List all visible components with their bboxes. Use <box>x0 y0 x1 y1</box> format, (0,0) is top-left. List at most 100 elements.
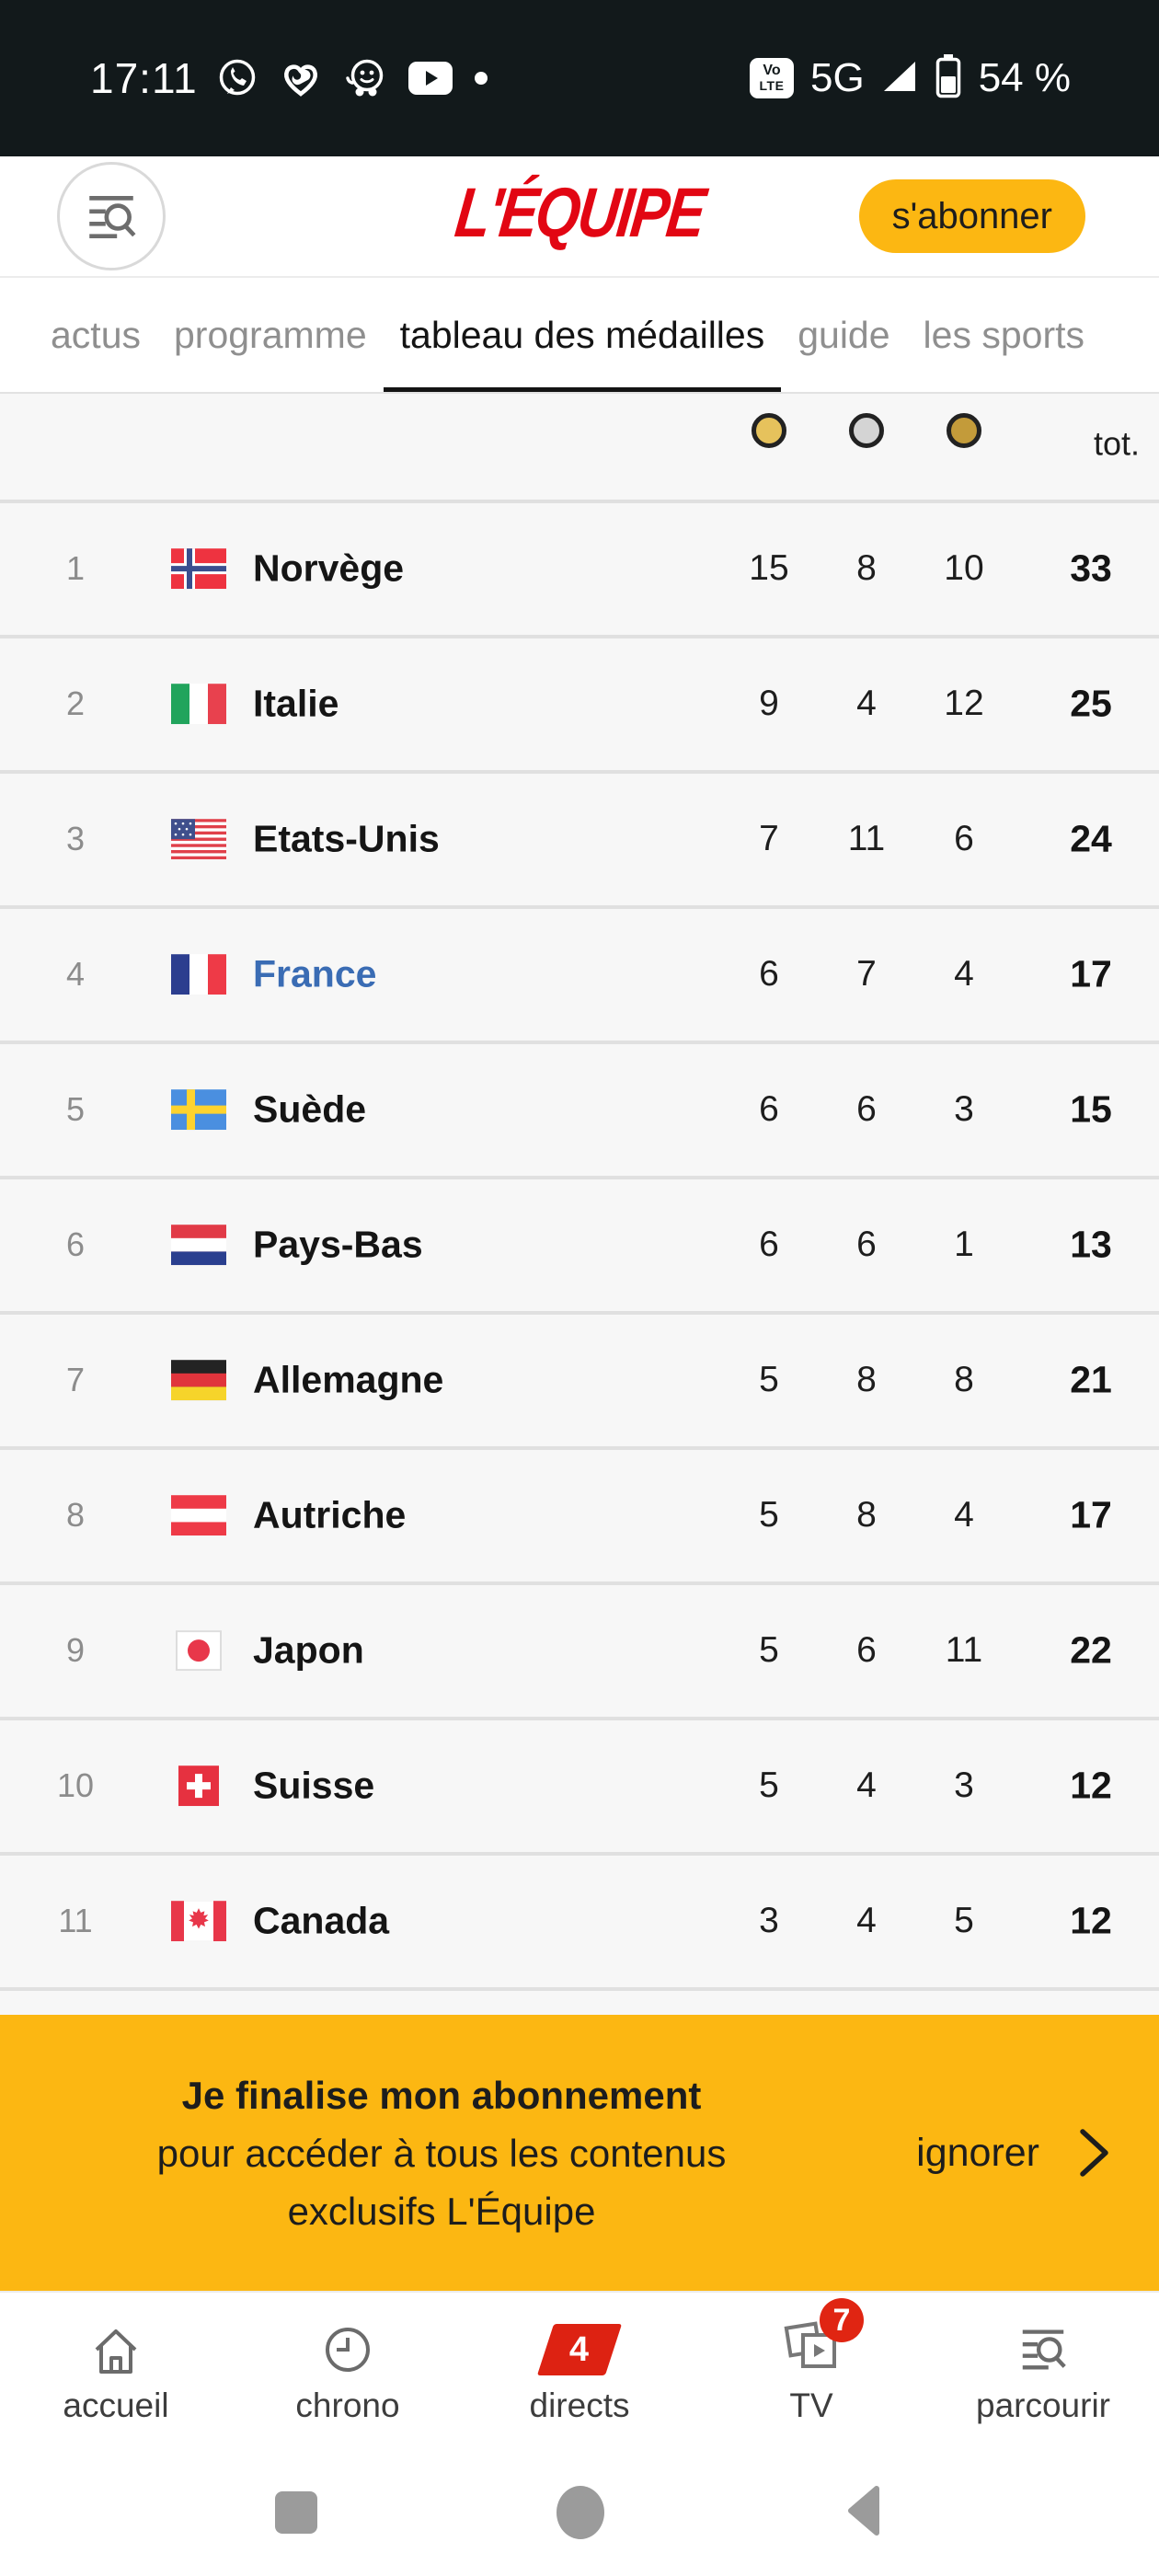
bronze-count: 12 <box>944 683 984 723</box>
bronze-count: 4 <box>954 953 974 994</box>
silver-count: 6 <box>856 1088 877 1129</box>
bronze-count: 6 <box>954 818 974 858</box>
subscription-banner[interactable]: Je finalise mon abonnement pour accéder … <box>0 2015 1159 2291</box>
austria-flag-icon <box>171 1494 226 1535</box>
silver-count: 7 <box>856 953 877 994</box>
recents-button[interactable] <box>275 2491 317 2534</box>
battery-percent: 54 % <box>978 55 1071 100</box>
notification-icons <box>216 56 488 100</box>
rank-value: 8 <box>65 1495 86 1534</box>
nav-item-parcourir[interactable]: parcourir <box>927 2293 1159 2449</box>
chevron-right-icon <box>1080 2129 1108 2177</box>
android-navigation-bar <box>0 2449 1159 2576</box>
country-name: France <box>253 952 377 995</box>
country-name: Etats-Unis <box>253 817 440 860</box>
country-name: Canada <box>253 1899 390 1942</box>
app-header: L'ÉQUIPE s'abonner <box>0 156 1159 276</box>
table-row-sweden[interactable]: 5 Suède 6 6 3 15 <box>0 1044 1159 1179</box>
tab-programme[interactable]: programme <box>174 313 367 356</box>
nav-item-directs[interactable]: 4 directs <box>464 2293 695 2449</box>
netherlands-flag-icon <box>171 1224 226 1265</box>
silver-count: 8 <box>856 547 877 588</box>
back-button[interactable] <box>843 2485 884 2541</box>
total-count: 25 <box>1070 682 1112 725</box>
total-count: 17 <box>1070 952 1112 995</box>
gold-count: 15 <box>749 547 789 588</box>
waze-icon <box>343 56 387 100</box>
table-row-netherlands[interactable]: 6 Pays-Bas 6 6 1 13 <box>0 1179 1159 1315</box>
silver-count: 11 <box>847 818 886 858</box>
country-name: Allemagne <box>253 1358 444 1401</box>
silver-count: 4 <box>856 1765 877 1805</box>
rank-value: 9 <box>65 1630 86 1669</box>
subscribe-button[interactable]: s'abonner <box>858 179 1085 253</box>
table-row-france[interactable]: 4 France 6 7 4 17 <box>0 909 1159 1044</box>
gold-count: 5 <box>759 1629 779 1670</box>
banner-subtitle-line1: pour accéder à tous les contenus <box>156 2131 727 2175</box>
home-button[interactable] <box>557 2486 604 2539</box>
table-row-norway[interactable]: 1 Norvège 15 8 10 33 <box>0 503 1159 638</box>
ignore-button[interactable]: ignorer <box>916 2130 1039 2175</box>
browse-search-button[interactable] <box>57 162 166 270</box>
volte-icon: Vo LTE <box>750 58 794 98</box>
gold-count: 5 <box>759 1765 779 1805</box>
gold-medal-icon <box>752 413 786 448</box>
norway-flag-icon <box>171 547 226 589</box>
table-row-japan[interactable]: 9 Japon 5 6 11 22 <box>0 1585 1159 1720</box>
tab-actus[interactable]: actus <box>51 313 141 356</box>
tab-les-sports[interactable]: les sports <box>923 313 1084 356</box>
lequipe-logo: L'ÉQUIPE <box>451 174 708 253</box>
total-count: 13 <box>1070 1223 1112 1266</box>
total-count: 21 <box>1070 1358 1112 1401</box>
country-name: Suède <box>253 1087 367 1131</box>
silver-count: 6 <box>856 1629 877 1670</box>
bronze-count: 4 <box>954 1494 974 1535</box>
country-name: Autriche <box>253 1493 407 1536</box>
gold-count: 3 <box>759 1900 779 1940</box>
gold-count: 9 <box>759 683 779 723</box>
table-row-italy[interactable]: 2 Italie 9 4 12 25 <box>0 638 1159 774</box>
nav-item-tv[interactable]: 7 TV <box>695 2293 927 2449</box>
switzerland-flag-icon <box>171 1765 226 1806</box>
rank-value: 4 <box>65 954 86 993</box>
total-count: 15 <box>1070 1087 1112 1131</box>
silver-count: 8 <box>856 1359 877 1399</box>
rank-value: 1 <box>65 548 86 587</box>
rank-value: 6 <box>65 1225 86 1263</box>
tab-tableau-des-medailles[interactable]: tableau des médailles <box>383 278 782 392</box>
banner-title: Je finalise mon abonnement <box>181 2073 702 2117</box>
network-type: 5G <box>810 55 865 100</box>
table-row-austria[interactable]: 8 Autriche 5 8 4 17 <box>0 1450 1159 1585</box>
battery-icon <box>935 53 962 104</box>
gold-count: 6 <box>759 953 779 994</box>
rank-value: 11 <box>58 1901 93 1939</box>
banner-dismiss[interactable]: ignorer <box>916 2126 1111 2179</box>
germany-flag-icon <box>171 1359 226 1400</box>
clock-icon <box>322 2313 373 2375</box>
table-row-switzerland[interactable]: 10 Suisse 5 4 3 12 <box>0 1720 1159 1856</box>
total-count: 17 <box>1070 1493 1112 1536</box>
silver-count: 4 <box>856 1900 877 1940</box>
table-row-germany[interactable]: 7 Allemagne 5 8 8 21 <box>0 1315 1159 1450</box>
bronze-count: 3 <box>954 1088 974 1129</box>
banner-text: Je finalise mon abonnement pour accéder … <box>14 2066 869 2240</box>
country-name: Pays-Bas <box>253 1223 423 1266</box>
tv-badge: 7 <box>820 2298 864 2342</box>
rank-value: 3 <box>65 819 86 857</box>
banner-subtitle-line2: exclusifs L'Équipe <box>287 2189 596 2233</box>
silver-count: 8 <box>856 1494 877 1535</box>
nav-item-accueil[interactable]: accueil <box>0 2293 232 2449</box>
rank-value: 10 <box>56 1765 95 1804</box>
notification-dot <box>474 71 488 86</box>
bronze-count: 10 <box>944 547 984 588</box>
country-name: Japon <box>253 1628 364 1672</box>
nav-item-chrono[interactable]: chrono <box>232 2293 464 2449</box>
next-row-sliver <box>0 1991 1159 2015</box>
table-row-canada[interactable]: 11 Canada 3 4 5 12 <box>0 1856 1159 1991</box>
tv-icon: 7 <box>781 2298 864 2375</box>
country-name: Italie <box>253 682 339 725</box>
rank-value: 2 <box>65 684 86 722</box>
table-row-usa[interactable]: 3 Etats-Unis 7 11 6 24 <box>0 774 1159 909</box>
bottom-navigation: accueil chrono 4 directs 7 TV parcourir <box>0 2291 1159 2449</box>
tab-guide[interactable]: guide <box>798 313 890 356</box>
